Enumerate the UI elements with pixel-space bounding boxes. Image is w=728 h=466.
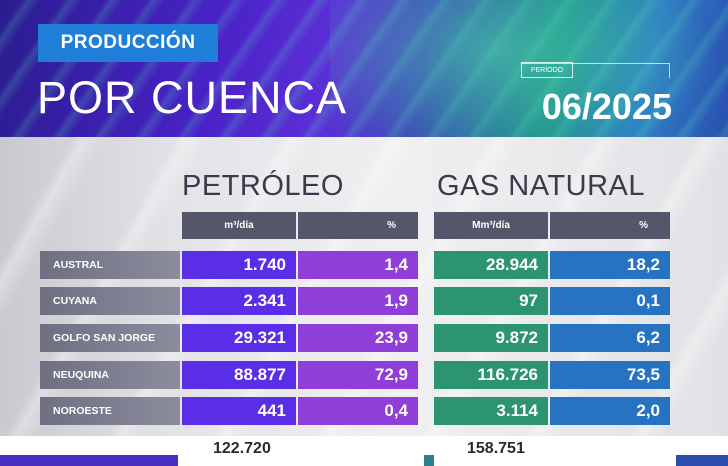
gas-pct: 6,2 — [550, 324, 670, 352]
gas-value: 116.726 — [434, 361, 548, 389]
gas-value: 3.114 — [434, 397, 548, 425]
petroleo-pct: 23,9 — [298, 324, 418, 352]
gas-pct: 73,5 — [550, 361, 670, 389]
period-label: PERÍODO — [521, 62, 573, 78]
gas-pct-header: % — [550, 212, 670, 239]
gas-pct: 18,2 — [550, 251, 670, 279]
period-value: 06/2025 — [541, 86, 672, 127]
gas-value: 28.944 — [434, 251, 548, 279]
petroleo-value: 29.321 — [182, 324, 296, 352]
petroleo-value: 2.341 — [182, 287, 296, 315]
petroleo-total: 122.720 — [213, 440, 271, 457]
petroleo-value-header: m³/día — [182, 212, 296, 239]
footer-strip-left — [0, 455, 178, 466]
petroleo-pct: 1,4 — [298, 251, 418, 279]
basin-label: NOROESTE — [40, 397, 180, 425]
petroleo-value: 88.877 — [182, 361, 296, 389]
footer-strip-mid — [424, 455, 434, 466]
footer-strip-right — [676, 455, 728, 466]
page-title: POR CUENCA — [37, 72, 348, 123]
petroleo-pct: 72,9 — [298, 361, 418, 389]
gas-value-header: Mm³/día — [434, 212, 548, 239]
petroleo-pct: 0,4 — [298, 397, 418, 425]
basin-label: NEUQUINA — [40, 361, 180, 389]
petroleo-value: 1.740 — [182, 251, 296, 279]
petroleo-title: PETRÓLEO — [182, 170, 344, 202]
gas-value: 97 — [434, 287, 548, 315]
gas-value: 9.872 — [434, 324, 548, 352]
period-frame — [521, 63, 670, 78]
basin-label: CUYANA — [40, 287, 180, 315]
production-badge: PRODUCCIÓN — [38, 24, 218, 62]
gas-pct: 0,1 — [550, 287, 670, 315]
gas-total: 158.751 — [467, 440, 525, 457]
petroleo-value: 441 — [182, 397, 296, 425]
basin-label: GOLFO SAN JORGE — [40, 324, 180, 352]
basin-label: AUSTRAL — [40, 251, 180, 279]
header-glow — [330, 0, 728, 137]
petroleo-pct: 1,9 — [298, 287, 418, 315]
gas-pct: 2,0 — [550, 397, 670, 425]
gas-title: GAS NATURAL — [437, 170, 646, 202]
header-banner — [0, 0, 728, 137]
petroleo-pct-header: % — [298, 212, 418, 239]
